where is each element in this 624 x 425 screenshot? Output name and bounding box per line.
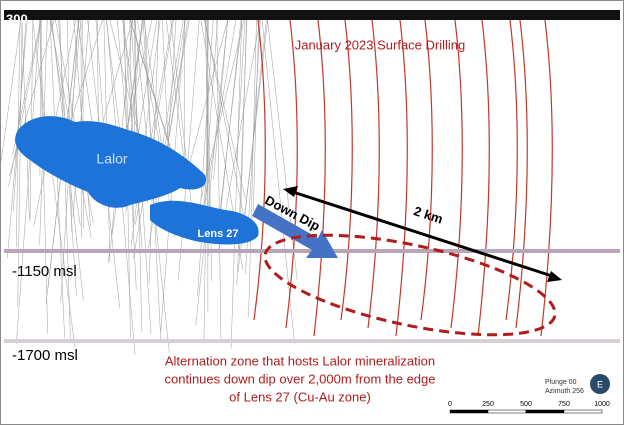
drill-holes [0, 19, 298, 356]
down-dip-arrow [252, 204, 338, 258]
drill-hole [143, 19, 175, 237]
distance-arrow [292, 190, 553, 278]
level-label: -1150 msl [12, 263, 77, 280]
drill-hole [261, 19, 295, 344]
drill-hole [195, 19, 228, 326]
description-line: of Lens 27 (Cu-Au zone) [229, 389, 371, 404]
compass [590, 374, 610, 394]
drilling-label: January 2023 Surface Drilling [295, 37, 466, 52]
surface-drill-holes [253, 19, 553, 337]
drill-hole [129, 19, 173, 157]
drill-hole [12, 19, 27, 212]
arrow-head [283, 186, 298, 197]
drill-hole [248, 19, 257, 317]
arrow-head [547, 271, 562, 282]
drill-hole [395, 19, 408, 337]
description-line: Alternation zone that hosts Lalor minera… [165, 353, 435, 368]
drill-hole [477, 19, 490, 337]
compass-label: E [597, 379, 603, 389]
drill-hole [170, 19, 195, 229]
view-plunge: Plunge 00 [545, 379, 577, 386]
scale-segment [487, 409, 527, 414]
drill-hole [420, 19, 433, 321]
drill-hole [252, 19, 260, 212]
surface-band [4, 10, 620, 20]
drill-hole [203, 19, 209, 344]
drill-hole [49, 19, 65, 338]
scale-label: 1000 [594, 401, 610, 408]
drill-hole [129, 19, 175, 160]
description-line: continues down dip over 2,000m from the … [164, 371, 435, 386]
drill-hole [17, 19, 23, 307]
drill-hole [213, 19, 228, 180]
scale-label: 500 [520, 401, 532, 408]
drill-hole [367, 19, 380, 329]
drill-hole [167, 19, 177, 160]
drill-hole [450, 19, 463, 329]
drill-hole [204, 19, 246, 199]
drill-hole [313, 19, 326, 337]
drill-hole [285, 19, 298, 329]
drill-hole [216, 19, 222, 342]
scale-bar: 0 250 500 750 1000 [448, 401, 610, 414]
drill-hole [230, 19, 243, 349]
drill-hole [32, 19, 76, 347]
scale-segment [563, 409, 603, 414]
drill-hole [130, 19, 161, 248]
orebody-label: Lens 27 [198, 228, 239, 240]
orebody-label: Lalor [96, 151, 127, 167]
drill-hole [0, 19, 22, 171]
drill-hole [515, 19, 528, 329]
scale-segment [449, 409, 489, 414]
drill-hole [219, 19, 243, 216]
level-label: -1700 msl [12, 347, 78, 364]
elevation-label: 300 [6, 11, 28, 26]
lens27-orebody [150, 200, 259, 245]
scale-label: 250 [482, 401, 494, 408]
drill-hole [8, 19, 42, 187]
drill-hole [253, 19, 266, 321]
drill-hole [198, 19, 237, 238]
lalor-orebody [15, 116, 206, 208]
scale-label: 0 [448, 401, 452, 408]
scale-segment [525, 409, 565, 414]
view-azimuth: Azimuth 256 [545, 388, 584, 395]
drill-hole [540, 19, 553, 337]
drill-hole [204, 19, 244, 215]
scale-label: 750 [558, 401, 570, 408]
target-zone [263, 233, 557, 337]
drill-hole [340, 19, 353, 321]
drill-hole [505, 19, 518, 321]
